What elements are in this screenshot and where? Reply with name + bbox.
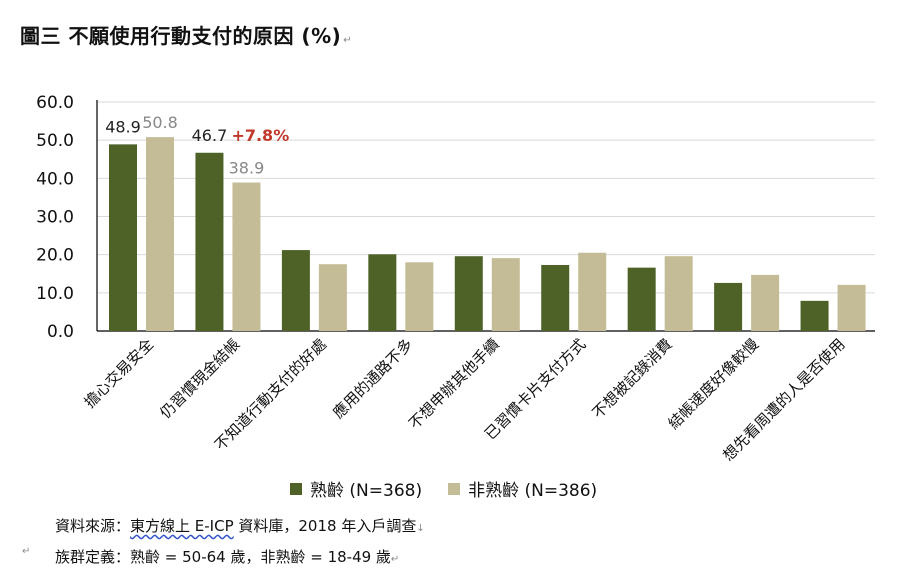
bar-nonmature <box>837 284 866 331</box>
x-tick-label: 結帳速度好像較慢 <box>665 335 763 433</box>
source-prefix: 資料來源： <box>55 517 131 535</box>
legend-item-mature: 熟齡 (N=368) <box>290 476 422 501</box>
y-tick-label: 50.0 <box>36 131 74 151</box>
y-tick-label: 40.0 <box>36 169 74 189</box>
bar-nonmature <box>578 252 607 331</box>
data-label-mature: 46.7 <box>192 126 228 145</box>
definition-note: 族群定義：熟齡 = 50-64 歲，非熟齡 = 18-49 歲↵ <box>55 546 399 567</box>
y-tick-label: 0.0 <box>47 322 74 342</box>
y-tick-label: 10.0 <box>36 284 74 304</box>
paragraph-mark: ↵ <box>22 546 31 557</box>
bar-mature <box>627 267 656 331</box>
data-label-nonmature: 38.9 <box>229 159 265 178</box>
legend-item-nonmature: 非熟齡 (N=386) <box>448 476 597 501</box>
y-tick-label: 60.0 <box>36 93 74 113</box>
bar-nonmature <box>146 137 174 331</box>
x-tick-label: 不想申辦其他手續 <box>405 335 503 433</box>
data-label-nonmature: 50.8 <box>142 113 178 132</box>
bar-mature <box>368 254 397 331</box>
bar-mature <box>281 250 310 331</box>
bar-mature <box>800 300 829 331</box>
bar-chart: 0.0 10.0 20.0 30.0 40.0 50.0 60.0 擔心交易安全 仍習慣現金結帳… <box>36 93 875 465</box>
y-tick-label: 30.0 <box>36 208 74 228</box>
x-tick-label: 不想被記錄消費 <box>589 335 676 422</box>
legend-label-nonmature: 非熟齡 (N=386) <box>468 481 598 501</box>
definition-text: 族群定義：熟齡 = 50-64 歲，非熟齡 = 18-49 歲 <box>55 548 391 566</box>
legend-swatch-mature <box>290 482 302 495</box>
paragraph-mark: ↵ <box>390 554 400 565</box>
legend-swatch-nonmature <box>448 482 461 495</box>
bar-nonmature <box>664 256 693 331</box>
bar-mature <box>109 144 137 331</box>
bar-mature <box>195 152 224 331</box>
annotation-difference: +7.8% <box>231 126 289 145</box>
bar-mature <box>714 282 743 331</box>
y-tick-label: 20.0 <box>36 246 74 266</box>
data-label-mature: 48.9 <box>105 117 141 136</box>
bar-nonmature <box>405 262 434 331</box>
source-note: 資料來源：東方線上 E-ICP 資料庫，2018 年入戶調查↓ <box>55 515 425 536</box>
bar-mature <box>454 256 483 331</box>
x-tick-label: 應用的通路不多 <box>329 335 416 422</box>
bar-nonmature <box>232 182 261 331</box>
bar-nonmature <box>318 264 347 331</box>
chart-title-text: 圖三 不願使用行動支付的原因 (%) <box>20 24 342 48</box>
source-link: 東方線上 E-ICP <box>130 517 234 535</box>
bar-mature <box>541 264 570 331</box>
legend-label-mature: 熟齡 (N=368) <box>310 481 423 501</box>
paragraph-mark: ↵ <box>343 35 353 46</box>
chart-title: 圖三 不願使用行動支付的原因 (%) ↵ <box>20 20 352 49</box>
bar-nonmature <box>751 274 780 331</box>
x-tick-label: 仍習慣現金結帳 <box>157 335 244 422</box>
paragraph-mark: ↓ <box>416 523 425 534</box>
bar-nonmature <box>491 258 520 331</box>
source-suffix: 資料庫，2018 年入戶調查 <box>233 517 417 535</box>
chart-legend: 熟齡 (N=368) 非熟齡 (N=386) <box>290 476 597 501</box>
x-tick-label: 擔心交易安全 <box>81 335 157 411</box>
